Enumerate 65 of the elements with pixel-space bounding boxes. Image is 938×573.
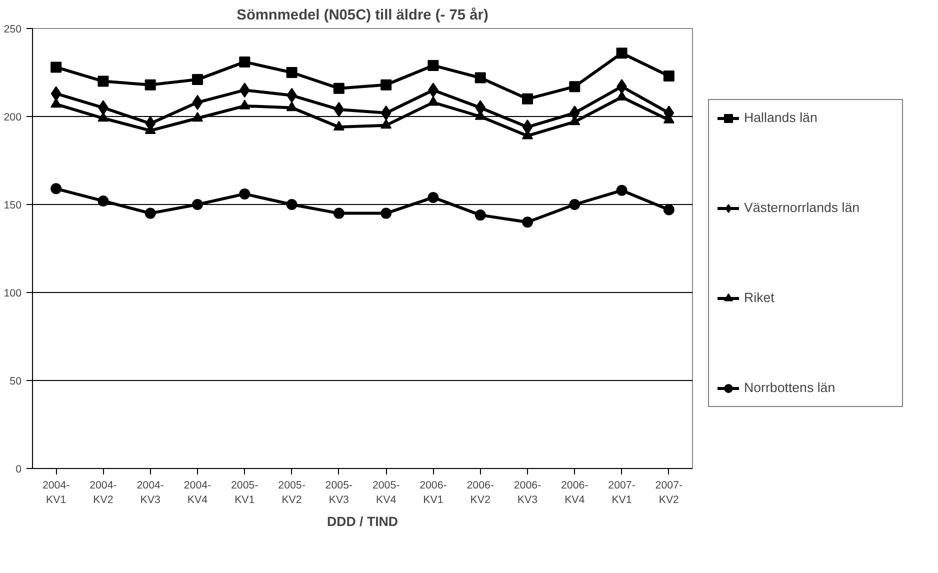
point xyxy=(663,204,674,216)
point xyxy=(663,70,674,82)
legend-label: Västernorrlands län xyxy=(744,200,861,215)
point xyxy=(428,192,439,203)
point xyxy=(522,93,533,104)
point xyxy=(286,199,298,210)
point xyxy=(616,184,628,196)
point xyxy=(144,208,156,219)
point xyxy=(192,74,203,86)
point xyxy=(333,82,344,94)
chart-title: Sömnmedel (N05C) till äldre (- 75 år) xyxy=(236,6,488,24)
point xyxy=(239,82,250,98)
x-tick-label: 2006-KV4 xyxy=(561,480,589,506)
point xyxy=(569,199,580,210)
point xyxy=(333,208,344,219)
point xyxy=(333,120,344,130)
point xyxy=(522,216,533,228)
x-tick-label: 2004-KV1 xyxy=(42,480,70,506)
point xyxy=(428,96,439,106)
point xyxy=(239,56,250,68)
point xyxy=(239,188,250,200)
x-tick-label: 2006-KV3 xyxy=(514,480,542,506)
point xyxy=(50,183,62,194)
point xyxy=(50,86,62,102)
point xyxy=(569,81,580,92)
x-tick-label: 2004-KV4 xyxy=(184,480,212,506)
x-tick-label: 2005-KV2 xyxy=(278,480,306,506)
y-tick-label: 0 xyxy=(16,464,22,476)
point xyxy=(50,62,62,73)
x-tick-label: 2005-KV4 xyxy=(372,480,400,506)
y-tick-label: 250 xyxy=(4,24,22,36)
point xyxy=(380,105,392,120)
x-tick-label: 2007-KV1 xyxy=(608,480,636,506)
point xyxy=(428,60,439,71)
point xyxy=(144,79,156,90)
point xyxy=(286,101,298,112)
point xyxy=(98,76,109,87)
y-tick-label: 50 xyxy=(10,376,22,388)
x-tick-label: 2007-KV2 xyxy=(655,480,684,506)
point xyxy=(616,48,628,59)
point xyxy=(98,195,109,206)
x-tick-label: 2004-KV2 xyxy=(90,480,118,506)
y-tick-label: 150 xyxy=(4,200,22,212)
point xyxy=(192,112,203,122)
point xyxy=(334,102,344,117)
legend-label: Riket xyxy=(744,290,776,305)
legend-label: Hallands län xyxy=(744,110,818,125)
point xyxy=(192,199,203,210)
legend-label: Norrbottens län xyxy=(744,380,836,395)
x-tick-label: 2004-KV3 xyxy=(136,480,164,506)
x-tick-label: 2006-KV2 xyxy=(466,480,494,506)
y-tick-label: 200 xyxy=(4,112,22,124)
x-tick-label: 2005-KV1 xyxy=(231,480,259,506)
point xyxy=(380,119,392,129)
y-tick-label: 100 xyxy=(4,288,22,300)
point xyxy=(239,100,250,110)
x-tick-label: 2005-KV3 xyxy=(325,480,354,506)
point xyxy=(192,94,203,110)
point xyxy=(380,79,392,90)
x-axis-title: DDD / TIND xyxy=(326,514,398,529)
point xyxy=(474,72,486,84)
point xyxy=(474,210,486,221)
point xyxy=(380,208,392,219)
point xyxy=(286,67,298,78)
x-tick-label: 2006-KV1 xyxy=(420,480,448,506)
